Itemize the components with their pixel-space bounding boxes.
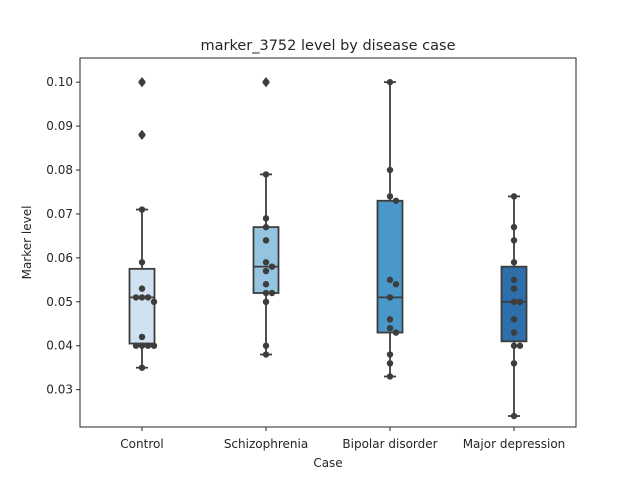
y-tick-label: 0.06	[46, 251, 73, 265]
y-tick-label: 0.09	[46, 119, 73, 133]
data-point	[262, 342, 270, 349]
data-point	[392, 281, 400, 288]
data-point	[132, 294, 140, 301]
data-point	[262, 351, 270, 358]
data-point	[138, 78, 146, 86]
plot-area	[128, 76, 528, 420]
x-axis-label: Case	[313, 456, 342, 470]
data-point	[392, 197, 400, 204]
data-point	[138, 259, 146, 266]
data-point	[144, 342, 152, 349]
y-tick-label: 0.05	[46, 295, 73, 309]
y-tick-label: 0.04	[46, 339, 73, 353]
axes-frame	[79, 57, 577, 428]
swarm-group	[262, 78, 276, 358]
data-point	[138, 294, 146, 301]
data-point	[262, 223, 270, 231]
data-point	[510, 193, 518, 200]
data-point	[268, 289, 276, 297]
x-tick-label: Schizophrenia	[224, 437, 308, 451]
y-axis: 0.03 0.04 0.05 0.06 0.07 0.08 0.09 0.10	[46, 75, 80, 397]
data-point	[386, 276, 394, 284]
data-point	[144, 294, 152, 301]
data-point	[510, 276, 518, 284]
data-point	[132, 342, 140, 349]
data-point	[386, 373, 394, 380]
chart-title: marker_3752 level by disease case	[201, 38, 456, 54]
y-axis-label: Marker level	[20, 206, 34, 280]
data-point	[510, 342, 518, 349]
data-point	[262, 215, 270, 222]
data-point	[386, 351, 394, 358]
data-point	[138, 364, 146, 371]
data-point	[138, 333, 146, 341]
x-tick-label: Control	[120, 437, 163, 451]
swarm-group	[386, 78, 400, 380]
data-point	[510, 316, 518, 323]
data-point	[510, 223, 518, 231]
data-point	[386, 294, 394, 301]
data-point	[262, 267, 270, 275]
box-group	[376, 81, 404, 378]
data-point	[386, 324, 394, 332]
x-tick-label: Bipolar disorder	[342, 437, 437, 451]
data-point	[516, 342, 524, 349]
data-point	[262, 78, 270, 86]
data-point	[268, 263, 276, 270]
data-point	[386, 360, 394, 367]
data-point	[262, 237, 270, 244]
x-tick-label: Major depression	[463, 437, 566, 451]
data-point	[386, 316, 394, 323]
data-point	[392, 329, 400, 336]
data-point	[516, 298, 524, 306]
data-point	[510, 329, 518, 336]
data-point	[262, 298, 270, 306]
data-point	[138, 342, 146, 349]
data-point	[510, 259, 518, 266]
data-point	[386, 78, 394, 86]
data-point	[138, 131, 146, 139]
data-point	[262, 259, 270, 266]
data-point	[510, 298, 518, 306]
data-point	[138, 206, 146, 213]
box	[128, 267, 156, 345]
data-point	[262, 281, 270, 288]
data-point	[262, 171, 270, 178]
box	[376, 199, 404, 334]
y-tick-label: 0.08	[46, 163, 73, 177]
data-point	[510, 237, 518, 244]
swarm-group	[132, 78, 158, 371]
data-point	[138, 285, 146, 292]
y-tick-label: 0.03	[46, 383, 73, 397]
data-point	[510, 412, 518, 420]
data-point	[510, 285, 518, 292]
x-axis: Control Schizophrenia Bipolar disorder Majo…	[120, 427, 565, 451]
data-point	[262, 289, 270, 297]
data-point	[386, 193, 394, 200]
y-tick-label: 0.10	[46, 75, 73, 89]
data-point	[150, 342, 158, 349]
y-tick-label: 0.07	[46, 207, 73, 221]
data-point	[150, 298, 158, 306]
data-point	[510, 360, 518, 367]
swarm-group	[510, 193, 524, 420]
data-point	[386, 166, 394, 174]
